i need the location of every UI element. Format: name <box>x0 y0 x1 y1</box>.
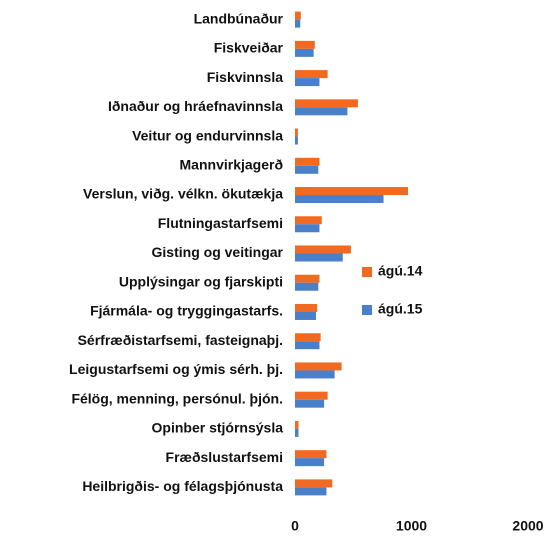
bar <box>295 253 343 262</box>
bar <box>295 303 318 312</box>
y-tick-label: Landbúnaður <box>194 10 284 26</box>
y-tick-label: Veitur og endurvinnsla <box>132 127 283 143</box>
bar <box>295 487 327 496</box>
bar <box>295 48 314 57</box>
y-tick-label: Sérfræðistarfsemi, fasteignaþj. <box>78 332 283 348</box>
x-tick-label: 1000 <box>396 518 427 534</box>
y-tick-label: Opinber stjórnsýsla <box>152 420 284 436</box>
x-tick-label: 2000 <box>512 518 543 534</box>
bar <box>295 450 327 459</box>
bar <box>295 11 301 20</box>
bar <box>295 136 298 145</box>
bar <box>295 195 384 204</box>
y-tick-label: Leigustarfsemi og ýmis sérh. þj. <box>69 361 283 377</box>
bar <box>295 391 328 400</box>
bar <box>295 282 319 291</box>
bar <box>295 333 321 342</box>
legend-label: ágú.14 <box>378 263 423 279</box>
bar <box>295 224 320 233</box>
y-tick-label: Upplýsingar og fjarskipti <box>119 273 283 289</box>
y-tick-label: Heilbrigðis- og félagsþjónusta <box>82 478 283 494</box>
bar <box>295 40 315 49</box>
y-tick-label: Félög, menning, persónul. þjón. <box>71 390 283 406</box>
bar <box>295 165 319 174</box>
bar <box>295 99 358 108</box>
legend-swatch <box>362 305 372 315</box>
bar <box>295 479 333 488</box>
bar <box>295 245 351 254</box>
bar <box>295 78 320 87</box>
bar <box>295 341 320 350</box>
y-tick-label: Verslun, viðg. vélkn. ökutækja <box>83 186 283 202</box>
bar <box>295 399 325 408</box>
bar <box>295 216 322 225</box>
y-tick-label: Mannvirkjagerð <box>180 156 283 172</box>
legend-label: ágú.15 <box>378 301 423 317</box>
bar <box>295 157 320 166</box>
y-tick-label: Fiskveiðar <box>214 40 284 56</box>
x-tick-label: 0 <box>291 518 299 534</box>
bar <box>295 107 348 116</box>
bar <box>295 428 299 437</box>
legend-swatch <box>362 267 372 277</box>
bar <box>295 187 409 196</box>
y-tick-label: Fræðslustarfsemi <box>166 449 283 465</box>
bar <box>295 19 301 28</box>
bar <box>295 70 328 79</box>
bar <box>295 362 342 371</box>
bar <box>295 370 335 379</box>
bar <box>295 128 298 137</box>
y-tick-label: Fjármála- og tryggingastarfs. <box>90 303 283 319</box>
y-tick-label: Flutningastarfsemi <box>158 215 283 231</box>
y-tick-label: Iðnaður og hráefnavinnsla <box>108 98 283 114</box>
bar <box>295 311 316 320</box>
bar <box>295 420 299 429</box>
y-tick-label: Fiskvinnsla <box>207 69 283 85</box>
y-tick-label: Gisting og veitingar <box>152 244 284 260</box>
bar <box>295 274 320 283</box>
bar <box>295 458 325 467</box>
